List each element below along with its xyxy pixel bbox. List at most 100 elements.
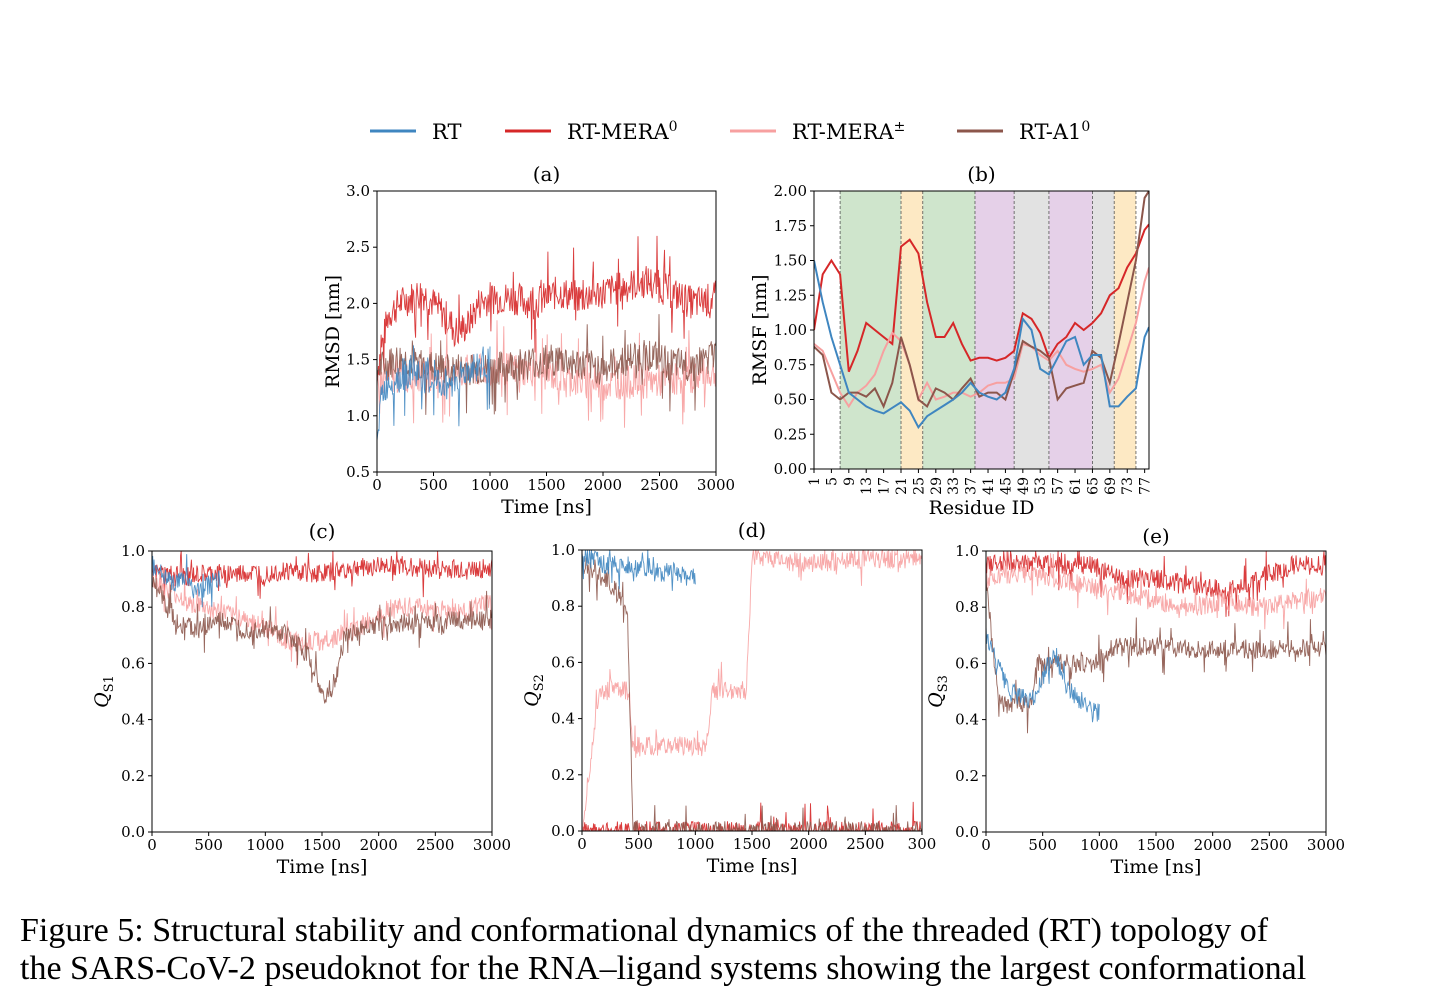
y-tick-label: 0.25 (774, 425, 807, 443)
x-tick-label: 1000 (471, 476, 509, 494)
y-tick-label: 0.6 (955, 654, 979, 672)
x-tick-label: 73 (1120, 477, 1136, 495)
legend-label: RT-MERA0 (567, 119, 678, 144)
legend-entry: RT-A10 (957, 119, 1090, 144)
legend-label: RT-MERA± (792, 119, 905, 144)
x-tick-label: 1000 (1080, 836, 1118, 854)
legend-entry: RT (370, 120, 461, 144)
x-tick-label: 25 (911, 477, 927, 495)
y-tick-label: 0.6 (121, 654, 145, 672)
x-tick-label: 1500 (733, 835, 771, 853)
x-tick-label: 29 (929, 477, 945, 495)
series-line (814, 267, 1149, 409)
y-tick-label: 3.0 (346, 182, 370, 200)
x-tick-label: 2500 (416, 836, 454, 854)
series-line (986, 551, 1326, 630)
x-tick-label: 53 (1033, 477, 1049, 495)
legend-entry: RT-MERA0 (505, 119, 678, 144)
x-tick-label: 13 (859, 477, 875, 495)
y-tick-label: 0.00 (774, 460, 807, 478)
caption-line-2: the SARS-CoV-2 pseudoknot for the RNA–li… (20, 950, 1307, 987)
x-tick-label: 2000 (360, 836, 398, 854)
y-tick-label: 0.4 (955, 711, 979, 729)
chart-panel: 0 500 1000 1500 2000 2500 3000 0.0 0.2 0.4 0.6 0.8 1… (91, 519, 511, 878)
y-tick-label: 1.0 (551, 541, 575, 559)
shaded-region (814, 191, 841, 469)
x-tick-label: 0 (577, 835, 587, 853)
x-axis-label: Time [ns] (501, 496, 592, 518)
series-line (814, 223, 1149, 373)
y-tick-label: 0.8 (955, 598, 979, 616)
series-line (814, 260, 1149, 430)
x-tick-label: 1000 (676, 835, 714, 853)
x-tick-label: 1500 (303, 836, 341, 854)
y-tick-label: 1.75 (774, 217, 807, 235)
series-line (582, 556, 922, 831)
x-tick-label: 2000 (790, 835, 828, 853)
x-tick-label: 41 (981, 477, 997, 495)
x-tick-label: 0 (981, 836, 991, 854)
y-tick-label: 0.2 (955, 767, 979, 785)
x-tick-label: 2000 (1194, 836, 1232, 854)
y-tick-label: 0.75 (774, 356, 807, 374)
x-tick-label: 45 (998, 477, 1014, 495)
series-line (377, 235, 716, 381)
x-tick-label: 2500 (640, 476, 678, 494)
shaded-region (901, 191, 923, 469)
x-tick-label: 65 (1085, 477, 1101, 495)
x-tick-label: 17 (877, 477, 893, 495)
y-tick-label: 1.0 (346, 407, 370, 425)
y-axis-label: QS2 (521, 674, 547, 707)
x-tick-label: 2000 (584, 476, 622, 494)
series-line (986, 573, 1326, 734)
x-tick-label: 0 (372, 476, 382, 494)
x-tick-label: 33 (946, 477, 962, 495)
plot-frame (581, 549, 923, 832)
x-axis-label: Time [ns] (277, 856, 368, 878)
y-tick-label: 2.0 (346, 294, 370, 312)
y-tick-label: 0.8 (551, 597, 575, 615)
x-tick-label: 49 (1016, 477, 1032, 495)
x-tick-label: 69 (1103, 477, 1119, 495)
series-line (377, 314, 716, 415)
x-tick-label: 21 (894, 477, 910, 495)
shaded-region (840, 191, 902, 469)
series-line (986, 626, 1100, 723)
panel-label: (c) (309, 519, 336, 543)
shaded-region (974, 191, 1015, 469)
y-tick-label: 0.0 (955, 823, 979, 841)
y-tick-label: 1.50 (774, 252, 807, 270)
figure-caption: Figure 5: Structural stability and confo… (20, 912, 1440, 988)
caption-line-1: Figure 5: Structural stability and confo… (20, 912, 1269, 949)
y-tick-label: 1.25 (774, 286, 807, 304)
chart-panel: 0 500 1000 1500 2000 2500 3000 0.5 1.0 1.5 2.0 2.5 3… (322, 162, 735, 518)
x-tick-label: 37 (964, 477, 980, 495)
x-tick-label: 5 (824, 477, 840, 486)
x-tick-label: 61 (1068, 477, 1084, 495)
series-line (582, 801, 922, 831)
series-line (152, 577, 492, 704)
series-line (152, 551, 492, 599)
x-axis-label: Time [ns] (1111, 856, 1202, 878)
series-line (986, 551, 1326, 617)
y-tick-label: 0.2 (121, 767, 145, 785)
panel-label: (b) (967, 162, 995, 186)
y-tick-label: 0.4 (551, 710, 575, 728)
y-tick-label: 0.6 (551, 653, 575, 671)
x-tick-label: 500 (624, 835, 653, 853)
y-tick-label: 1.0 (955, 542, 979, 560)
legend-label: RT-A10 (1019, 119, 1090, 144)
x-tick-label: 300 (908, 835, 937, 853)
x-tick-label: 3000 (697, 476, 735, 494)
legend-label: RT (432, 120, 461, 144)
x-tick-label: 57 (1051, 477, 1067, 495)
x-axis-label: Residue ID (929, 497, 1035, 519)
x-tick-label: 1500 (1137, 836, 1175, 854)
series-line (377, 345, 491, 441)
x-tick-label: 3000 (1307, 836, 1345, 854)
y-axis-label: QS1 (91, 675, 117, 708)
chart-panel: 0 500 1000 1500 2000 2500 300 0.0 0.2 0.4 0.6 0.8 1.… (521, 518, 936, 877)
x-tick-label: 500 (1028, 836, 1057, 854)
y-tick-label: 0.4 (121, 711, 145, 729)
